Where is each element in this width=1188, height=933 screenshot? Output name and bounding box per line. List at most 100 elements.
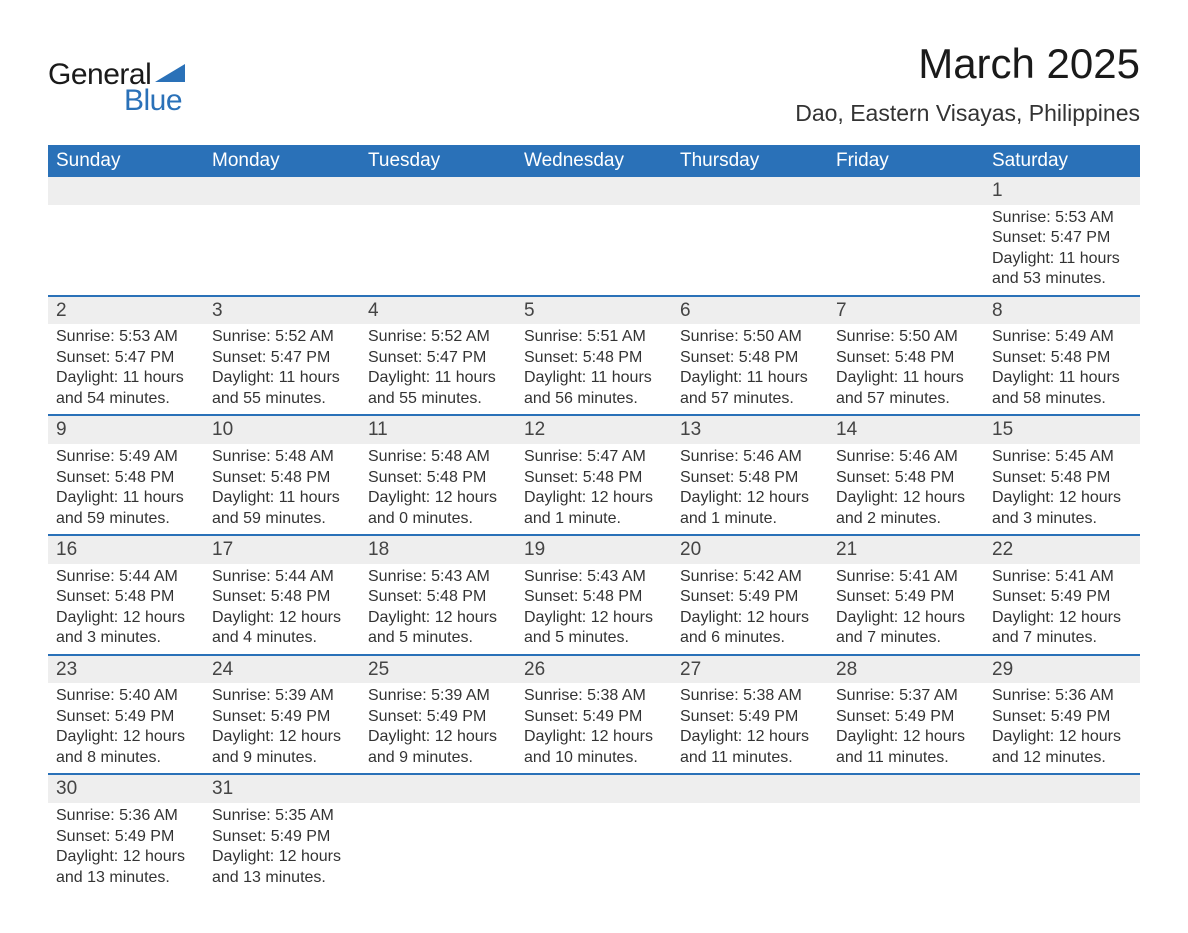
calendar-table: Sunday Monday Tuesday Wednesday Thursday… [48,145,1140,893]
day-details: Sunrise: 5:46 AMSunset: 5:48 PMDaylight:… [672,444,828,534]
calendar-cell: 27Sunrise: 5:38 AMSunset: 5:49 PMDayligh… [672,655,828,775]
day-header: Saturday [984,145,1140,177]
day-number: 20 [672,536,828,564]
day-details [360,205,516,285]
day-details: Sunrise: 5:53 AMSunset: 5:47 PMDaylight:… [984,205,1140,295]
calendar-cell: 25Sunrise: 5:39 AMSunset: 5:49 PMDayligh… [360,655,516,775]
day-number: 27 [672,656,828,684]
calendar-cell: 31Sunrise: 5:35 AMSunset: 5:49 PMDayligh… [204,774,360,893]
calendar-cell: 5Sunrise: 5:51 AMSunset: 5:48 PMDaylight… [516,296,672,416]
day-details: Sunrise: 5:47 AMSunset: 5:48 PMDaylight:… [516,444,672,534]
day-details: Sunrise: 5:43 AMSunset: 5:48 PMDaylight:… [360,564,516,654]
day-details: Sunrise: 5:41 AMSunset: 5:49 PMDaylight:… [984,564,1140,654]
calendar-cell: 12Sunrise: 5:47 AMSunset: 5:48 PMDayligh… [516,415,672,535]
day-number [672,775,828,803]
day-details [672,803,828,883]
day-number: 18 [360,536,516,564]
day-details: Sunrise: 5:49 AMSunset: 5:48 PMDaylight:… [984,324,1140,414]
calendar-cell: 22Sunrise: 5:41 AMSunset: 5:49 PMDayligh… [984,535,1140,655]
day-number: 26 [516,656,672,684]
calendar-cell: 8Sunrise: 5:49 AMSunset: 5:48 PMDaylight… [984,296,1140,416]
calendar-week-row: 9Sunrise: 5:49 AMSunset: 5:48 PMDaylight… [48,415,1140,535]
calendar-cell: 6Sunrise: 5:50 AMSunset: 5:48 PMDaylight… [672,296,828,416]
calendar-week-row: 1Sunrise: 5:53 AMSunset: 5:47 PMDaylight… [48,177,1140,296]
day-details: Sunrise: 5:38 AMSunset: 5:49 PMDaylight:… [516,683,672,773]
calendar-cell: 28Sunrise: 5:37 AMSunset: 5:49 PMDayligh… [828,655,984,775]
day-details: Sunrise: 5:51 AMSunset: 5:48 PMDaylight:… [516,324,672,414]
day-details: Sunrise: 5:43 AMSunset: 5:48 PMDaylight:… [516,564,672,654]
day-header: Tuesday [360,145,516,177]
day-details [360,803,516,883]
calendar-cell [828,177,984,296]
day-number: 21 [828,536,984,564]
day-number: 3 [204,297,360,325]
calendar-week-row: 23Sunrise: 5:40 AMSunset: 5:49 PMDayligh… [48,655,1140,775]
calendar-cell: 14Sunrise: 5:46 AMSunset: 5:48 PMDayligh… [828,415,984,535]
day-number: 14 [828,416,984,444]
calendar-cell [360,774,516,893]
calendar-cell: 3Sunrise: 5:52 AMSunset: 5:47 PMDaylight… [204,296,360,416]
day-number [360,177,516,205]
day-details: Sunrise: 5:50 AMSunset: 5:48 PMDaylight:… [828,324,984,414]
day-number: 15 [984,416,1140,444]
calendar-cell: 7Sunrise: 5:50 AMSunset: 5:48 PMDaylight… [828,296,984,416]
day-header: Sunday [48,145,204,177]
day-number: 13 [672,416,828,444]
calendar-cell [204,177,360,296]
day-number: 25 [360,656,516,684]
day-number: 22 [984,536,1140,564]
day-number [672,177,828,205]
calendar-cell: 4Sunrise: 5:52 AMSunset: 5:47 PMDaylight… [360,296,516,416]
day-number: 24 [204,656,360,684]
day-details: Sunrise: 5:40 AMSunset: 5:49 PMDaylight:… [48,683,204,773]
calendar-cell: 23Sunrise: 5:40 AMSunset: 5:49 PMDayligh… [48,655,204,775]
day-details [516,205,672,285]
calendar-cell: 11Sunrise: 5:48 AMSunset: 5:48 PMDayligh… [360,415,516,535]
day-number: 23 [48,656,204,684]
calendar-cell: 2Sunrise: 5:53 AMSunset: 5:47 PMDaylight… [48,296,204,416]
day-details [48,205,204,285]
day-details: Sunrise: 5:46 AMSunset: 5:48 PMDaylight:… [828,444,984,534]
day-number: 11 [360,416,516,444]
day-details [828,205,984,285]
day-details: Sunrise: 5:45 AMSunset: 5:48 PMDaylight:… [984,444,1140,534]
day-details [984,803,1140,883]
calendar-cell [672,774,828,893]
calendar-cell: 18Sunrise: 5:43 AMSunset: 5:48 PMDayligh… [360,535,516,655]
day-number [828,775,984,803]
day-header-row: Sunday Monday Tuesday Wednesday Thursday… [48,145,1140,177]
day-number [516,177,672,205]
day-number: 17 [204,536,360,564]
day-details [672,205,828,285]
day-number: 1 [984,177,1140,205]
day-header: Monday [204,145,360,177]
day-number: 31 [204,775,360,803]
calendar-cell [516,774,672,893]
day-number: 6 [672,297,828,325]
day-number: 19 [516,536,672,564]
calendar-cell: 10Sunrise: 5:48 AMSunset: 5:48 PMDayligh… [204,415,360,535]
day-header: Wednesday [516,145,672,177]
calendar-cell: 15Sunrise: 5:45 AMSunset: 5:48 PMDayligh… [984,415,1140,535]
day-number: 4 [360,297,516,325]
calendar-cell: 20Sunrise: 5:42 AMSunset: 5:49 PMDayligh… [672,535,828,655]
day-details: Sunrise: 5:52 AMSunset: 5:47 PMDaylight:… [204,324,360,414]
day-details: Sunrise: 5:36 AMSunset: 5:49 PMDaylight:… [984,683,1140,773]
calendar-cell: 1Sunrise: 5:53 AMSunset: 5:47 PMDaylight… [984,177,1140,296]
day-details: Sunrise: 5:48 AMSunset: 5:48 PMDaylight:… [360,444,516,534]
day-details: Sunrise: 5:48 AMSunset: 5:48 PMDaylight:… [204,444,360,534]
day-details: Sunrise: 5:39 AMSunset: 5:49 PMDaylight:… [204,683,360,773]
calendar-cell: 26Sunrise: 5:38 AMSunset: 5:49 PMDayligh… [516,655,672,775]
day-number: 5 [516,297,672,325]
calendar-cell [672,177,828,296]
day-number [984,775,1140,803]
day-details: Sunrise: 5:50 AMSunset: 5:48 PMDaylight:… [672,324,828,414]
day-header: Thursday [672,145,828,177]
day-details: Sunrise: 5:36 AMSunset: 5:49 PMDaylight:… [48,803,204,893]
day-details: Sunrise: 5:44 AMSunset: 5:48 PMDaylight:… [204,564,360,654]
day-number [204,177,360,205]
location-label: Dao, Eastern Visayas, Philippines [795,100,1140,127]
logo-text-blue: Blue [124,84,185,118]
calendar-cell [984,774,1140,893]
day-number [48,177,204,205]
